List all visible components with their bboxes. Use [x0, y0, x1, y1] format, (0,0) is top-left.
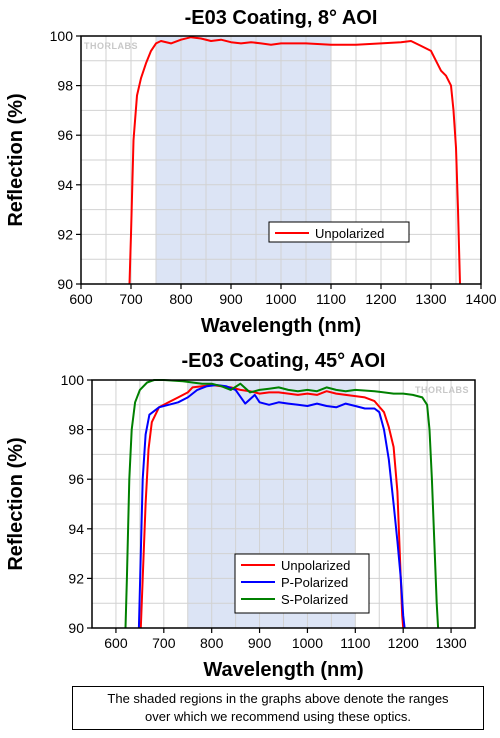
x-tick-label: 600: [104, 635, 128, 651]
chart-2: THORLABS 600 700 800 900 1000 1100 1200 1300 90 92…: [5, 350, 476, 681]
x-tick-label: 800: [200, 635, 224, 651]
x-tick-label: 1000: [265, 291, 296, 307]
y-tick-label: 100: [50, 28, 74, 44]
x-tick-label: 1300: [415, 291, 446, 307]
x-tick-label: 1300: [435, 635, 466, 651]
legend-box: [268, 221, 410, 243]
thorlabs-watermark: THORLABS: [84, 41, 138, 51]
x-tick-label: 1000: [292, 635, 323, 651]
x-tick-label: 700: [119, 291, 143, 307]
y-tick-label: 92: [57, 226, 73, 242]
x-tick-label: 1200: [388, 635, 419, 651]
chart-title: -E03 Coating, 45° AOI: [182, 350, 386, 372]
y-tick-label: 90: [57, 276, 73, 292]
x-axis-label: Wavelength (nm): [203, 659, 363, 681]
x-tick-label: 800: [169, 291, 193, 307]
series-line-unpolarized: [139, 384, 405, 629]
y-tick-label: 100: [61, 372, 85, 388]
y-tick-label: 94: [68, 521, 84, 537]
y-tick-label: 98: [68, 422, 84, 438]
note-line-2: over which we recommend using these opti…: [145, 709, 411, 724]
chart-1: THORLABS 600 700 800 900 1000 1100 1200 1300 1400…: [5, 7, 497, 337]
x-tick-label: 900: [248, 635, 272, 651]
x-axis-label: Wavelength (nm): [201, 315, 361, 337]
x-tick-label: 1400: [465, 291, 496, 307]
legend-label: P-Polarized: [281, 575, 348, 590]
series-line-unpolarized: [128, 36, 461, 285]
legend-box: [234, 553, 370, 614]
legend-label: Unpolarized: [315, 226, 384, 241]
shaded-region-note: The shaded regions in the graphs above d…: [72, 686, 484, 730]
y-tick-label: 94: [57, 177, 73, 193]
y-tick-label: 92: [68, 570, 84, 586]
y-axis-label: Reflection (%): [5, 437, 27, 570]
x-tick-label: 700: [152, 635, 176, 651]
y-tick-label: 96: [57, 127, 73, 143]
series-line-p-polarized: [137, 384, 406, 629]
chart-title: -E03 Coating, 8° AOI: [185, 7, 378, 29]
legend-label: S-Polarized: [281, 592, 348, 607]
x-tick-label: 600: [69, 291, 93, 307]
x-tick-label: 1100: [316, 291, 346, 307]
note-line-1: The shaded regions in the graphs above d…: [107, 691, 449, 706]
x-tick-label: 900: [219, 291, 243, 307]
legend-label: Unpolarized: [281, 558, 350, 573]
y-tick-label: 90: [68, 620, 84, 636]
plot-frame: [91, 379, 476, 629]
series-line-s-polarized: [124, 379, 440, 629]
y-tick-label: 96: [68, 471, 84, 487]
thorlabs-watermark: THORLABS: [415, 385, 469, 395]
x-tick-label: 1100: [340, 635, 370, 651]
x-tick-label: 1200: [365, 291, 396, 307]
y-tick-label: 98: [57, 78, 73, 94]
y-axis-label: Reflection (%): [5, 93, 27, 226]
